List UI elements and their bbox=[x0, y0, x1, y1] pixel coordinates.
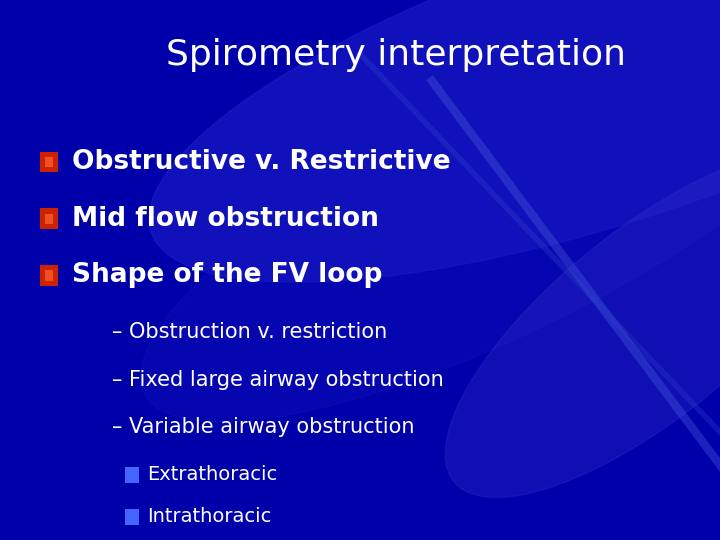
Ellipse shape bbox=[445, 151, 720, 497]
FancyBboxPatch shape bbox=[45, 213, 53, 224]
Text: Shape of the FV loop: Shape of the FV loop bbox=[72, 262, 382, 288]
FancyBboxPatch shape bbox=[125, 467, 139, 483]
Text: – Fixed large airway obstruction: – Fixed large airway obstruction bbox=[112, 369, 444, 390]
FancyBboxPatch shape bbox=[45, 270, 53, 281]
FancyBboxPatch shape bbox=[125, 509, 139, 525]
Text: Spirometry interpretation: Spirometry interpretation bbox=[166, 38, 626, 72]
FancyBboxPatch shape bbox=[40, 265, 58, 286]
FancyBboxPatch shape bbox=[45, 157, 53, 167]
Text: Obstructive v. Restrictive: Obstructive v. Restrictive bbox=[72, 149, 451, 175]
Text: – Obstruction v. restriction: – Obstruction v. restriction bbox=[112, 322, 387, 342]
Text: Mid flow obstruction: Mid flow obstruction bbox=[72, 206, 379, 232]
Ellipse shape bbox=[149, 0, 720, 282]
Text: Extrathoracic: Extrathoracic bbox=[148, 465, 278, 484]
Ellipse shape bbox=[140, 10, 720, 422]
FancyBboxPatch shape bbox=[40, 208, 58, 229]
Text: Intrathoracic: Intrathoracic bbox=[148, 507, 272, 526]
Text: – Variable airway obstruction: – Variable airway obstruction bbox=[112, 417, 414, 437]
FancyBboxPatch shape bbox=[40, 152, 58, 172]
